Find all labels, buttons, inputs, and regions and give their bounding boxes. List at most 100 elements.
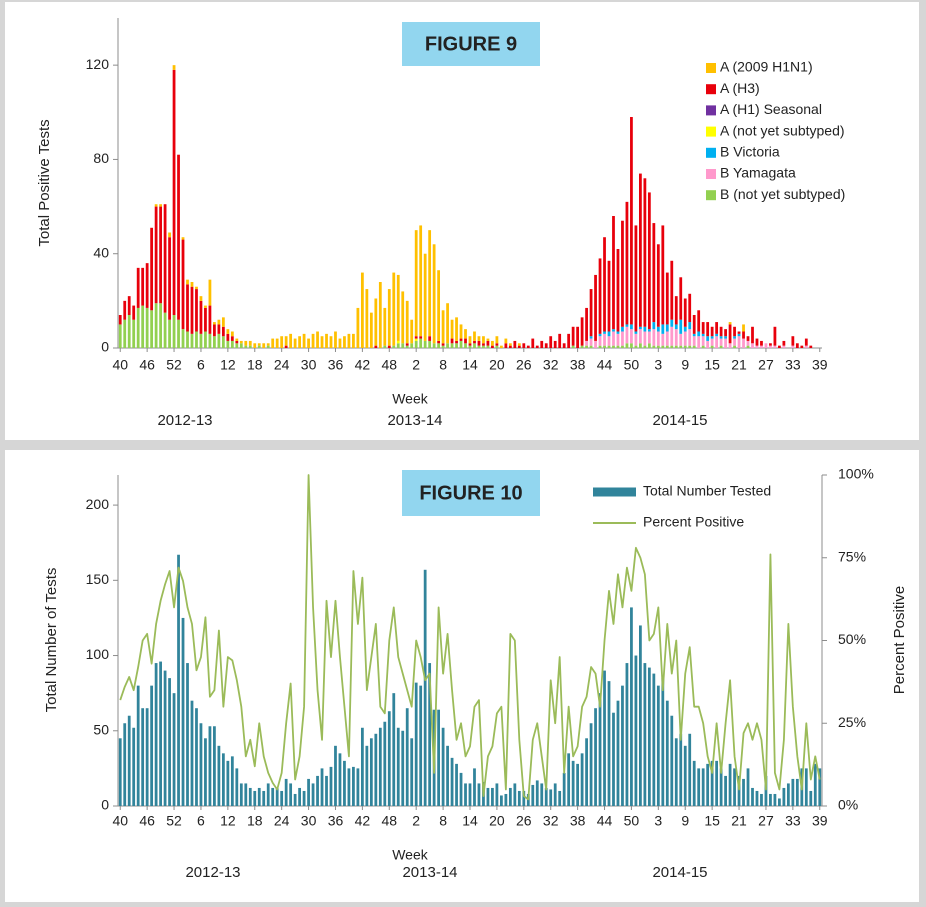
y-tick-label: 0	[101, 797, 109, 813]
bar	[786, 783, 790, 806]
bar	[809, 790, 813, 806]
bar	[621, 685, 624, 806]
bar-segment	[419, 336, 423, 339]
bar	[275, 787, 279, 806]
x-tick-label: 18	[247, 357, 263, 373]
bar	[652, 673, 656, 806]
bar	[293, 793, 297, 806]
x-axis-label: Week	[392, 391, 429, 407]
bar	[213, 726, 216, 806]
bar-segment	[715, 333, 719, 337]
bar	[589, 723, 593, 806]
bar	[697, 768, 701, 806]
x-tick-label: 40	[112, 357, 128, 373]
bar	[764, 775, 768, 806]
bar	[338, 753, 342, 806]
bar	[567, 753, 571, 806]
bar-segment	[127, 296, 131, 315]
bar-segment	[473, 343, 476, 348]
bar-segment	[742, 331, 745, 339]
bar	[428, 663, 432, 806]
bar-segment	[230, 331, 234, 337]
bar-segment	[244, 345, 248, 348]
bar-segment	[208, 279, 212, 306]
bar-segment	[674, 324, 678, 330]
bar-segment	[746, 336, 750, 341]
bar-segment	[701, 333, 705, 337]
bar-segment	[450, 338, 454, 344]
bar-segment	[464, 329, 467, 339]
bar-segment	[710, 336, 714, 339]
bar-segment	[190, 282, 194, 287]
legend-label: A (H1) Seasonal	[720, 101, 822, 117]
bar-segment	[598, 336, 602, 346]
bar-segment	[127, 315, 131, 348]
bar-segment	[150, 310, 154, 348]
bar-segment	[204, 307, 207, 332]
bar-segment	[706, 336, 710, 341]
bar	[778, 798, 781, 806]
bar-segment	[733, 336, 736, 339]
bar-segment	[159, 206, 162, 304]
bar-segment	[630, 329, 633, 344]
bar-segment	[459, 340, 463, 348]
bar-segment	[630, 343, 633, 348]
legend-swatch	[593, 487, 636, 497]
bar-segment	[423, 340, 427, 348]
bar	[271, 787, 275, 806]
bar-segment	[280, 336, 284, 348]
bar	[262, 790, 266, 806]
x-tick-label: 14	[462, 357, 478, 373]
season-label: 2014-15	[652, 412, 707, 429]
bar-segment	[773, 345, 777, 348]
bar-segment	[396, 340, 400, 344]
bar-segment	[186, 279, 189, 285]
bar	[813, 763, 817, 806]
bar-segment	[517, 345, 521, 348]
bar	[141, 708, 145, 806]
bar-segment	[710, 326, 714, 337]
bar-segment	[181, 237, 185, 240]
bar-segment	[473, 340, 476, 344]
bar-segment	[459, 338, 463, 341]
bar	[392, 693, 396, 806]
bar	[320, 768, 324, 806]
bar-segment	[136, 307, 140, 348]
bar	[782, 787, 786, 806]
bar	[535, 780, 539, 806]
bar-segment	[760, 345, 763, 348]
bar-segment	[504, 343, 508, 348]
bar	[419, 685, 423, 806]
bar-segment	[450, 343, 454, 348]
bar	[150, 685, 154, 806]
bar	[378, 727, 382, 806]
legend-label: A (2009 H1N1)	[720, 59, 813, 75]
bar-segment	[190, 286, 194, 334]
bar-segment	[715, 322, 719, 334]
bar	[625, 663, 629, 806]
bar-segment	[163, 312, 167, 348]
bar-segment	[670, 345, 674, 348]
bar-segment	[446, 303, 449, 344]
bar	[746, 768, 750, 806]
bar-segment	[226, 340, 230, 348]
bar-segment	[760, 340, 763, 346]
bar-segment	[123, 300, 127, 320]
bar	[804, 768, 808, 806]
bar	[674, 738, 678, 806]
bar	[239, 783, 243, 806]
bar-segment	[230, 336, 234, 341]
bar	[549, 789, 553, 806]
bar-segment	[728, 343, 732, 348]
bar-segment	[437, 343, 441, 348]
bar-segment	[706, 340, 710, 348]
bar-segment	[692, 336, 696, 346]
bar	[603, 670, 606, 806]
bar-segment	[495, 343, 499, 346]
bar	[742, 778, 745, 806]
bar-segment	[441, 310, 445, 344]
bar-segment	[782, 345, 786, 348]
bar	[580, 753, 584, 806]
bar-segment	[325, 333, 328, 348]
